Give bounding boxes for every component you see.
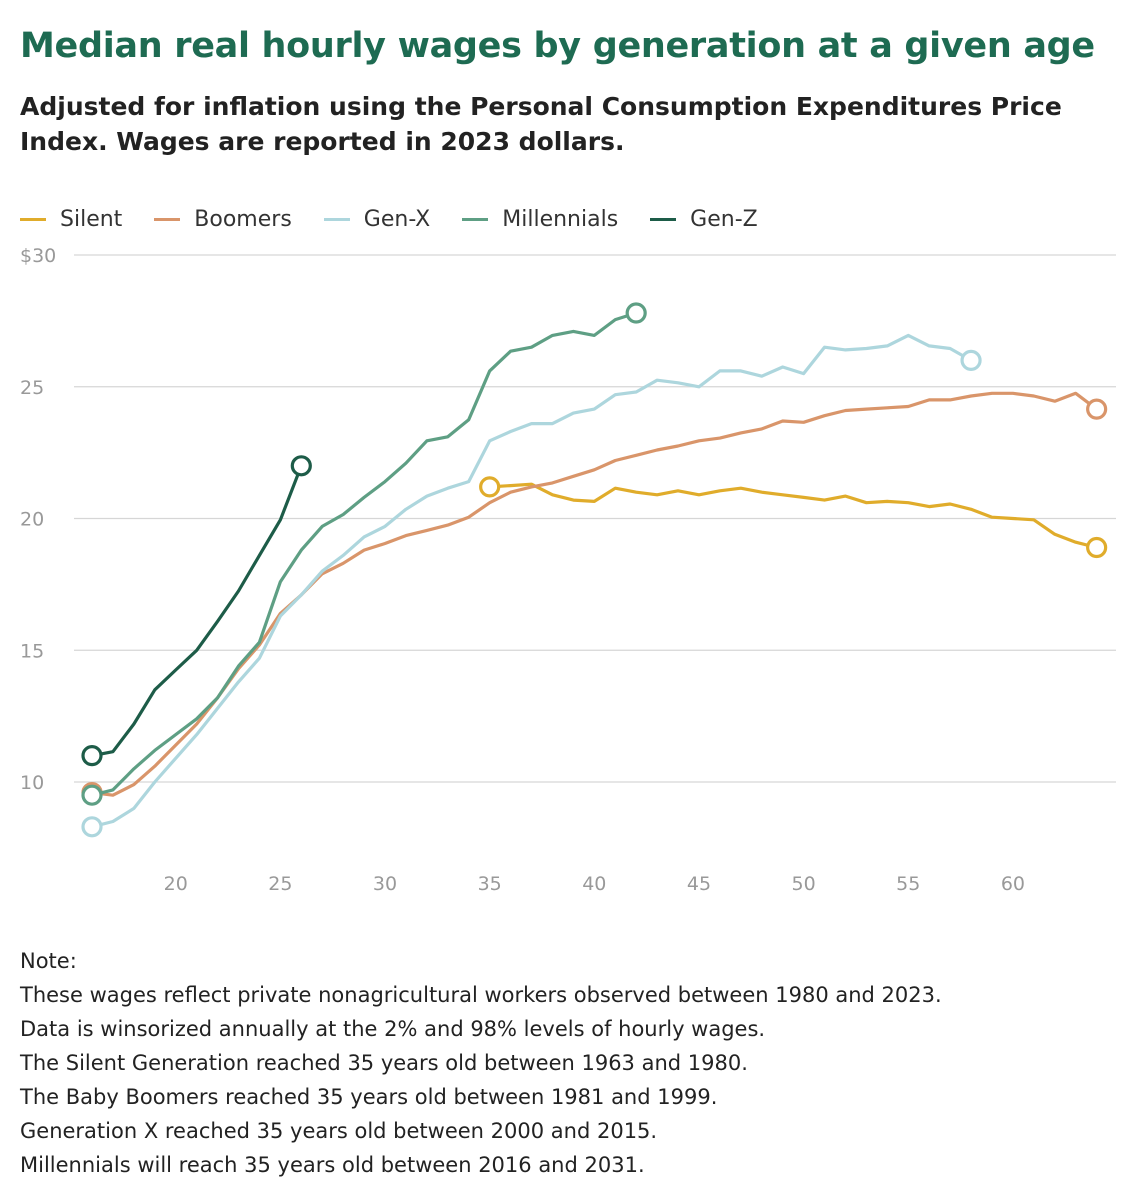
legend-swatch xyxy=(462,217,489,221)
chart-title: Median real hourly wages by generation a… xyxy=(20,26,1095,66)
legend-label: Silent xyxy=(60,206,123,232)
legend-swatch xyxy=(650,217,677,221)
series-line-gen-x xyxy=(90,333,973,829)
x-tick-label: 20 xyxy=(164,873,188,895)
legend-item-gen-z: Gen-Z xyxy=(650,207,758,232)
note-line: Generation X reached 35 years old betwee… xyxy=(20,1119,658,1143)
series-line-gen-z xyxy=(90,464,303,758)
x-tick-label: 35 xyxy=(478,873,502,895)
legend-label: Millennials xyxy=(502,206,619,232)
chart-subtitle: Adjusted for inflation using the Persona… xyxy=(20,92,1062,156)
endpoint-marker-millennials xyxy=(81,784,103,806)
note-line: Millennials will reach 35 years old betw… xyxy=(20,1153,645,1177)
series-line-boomers xyxy=(90,391,1099,797)
legend-swatch xyxy=(323,217,350,221)
endpoint-marker-silent xyxy=(479,476,501,498)
x-tick-label: 45 xyxy=(687,873,711,895)
legend-swatch xyxy=(154,217,181,221)
x-tick-label: 60 xyxy=(1001,873,1025,895)
series-line-silent xyxy=(488,482,1099,550)
endpoint-marker-silent xyxy=(1086,536,1108,559)
x-tick-label: 25 xyxy=(268,873,292,895)
y-tick-label: $30 xyxy=(20,245,56,267)
y-tick-label: 10 xyxy=(20,772,44,794)
note-heading: Note: xyxy=(20,949,77,973)
legend-item-millennials: Millennials xyxy=(462,207,618,232)
x-tick-label: 55 xyxy=(896,873,920,895)
legend-item-silent: Silent xyxy=(20,207,122,232)
y-tick-label: 25 xyxy=(20,377,44,399)
endpoint-marker-gen-z xyxy=(81,745,103,767)
endpoint-marker-gen-x xyxy=(960,349,982,372)
note-line: The Baby Boomers reached 35 years old be… xyxy=(20,1085,718,1109)
line-chart: 10 15 20 25 $30 20 25 30 35 40 45 50 55 60 xyxy=(20,245,1116,895)
legend-label: Gen-X xyxy=(363,206,431,232)
endpoint-marker-gen-x xyxy=(81,816,103,838)
notes: Note: These wages reflect private nonagr… xyxy=(20,944,1130,1182)
series-line-millennials xyxy=(90,311,638,797)
x-tick-label: 50 xyxy=(792,873,816,895)
legend-item-boomers: Boomers xyxy=(154,207,292,232)
y-tick-label: 15 xyxy=(20,640,44,662)
legend-item-gen-x: Gen-X xyxy=(323,206,431,232)
legend-label: Boomers xyxy=(194,206,292,232)
note-line: These wages reflect private nonagricultu… xyxy=(20,983,942,1007)
y-tick-label: 20 xyxy=(20,509,44,531)
endpoint-marker-gen-z xyxy=(290,455,312,477)
endpoint-marker-boomers xyxy=(1086,398,1108,420)
note-line: The Silent Generation reached 35 years o… xyxy=(20,1051,748,1075)
note-line: Data is winsorized annually at the 2% an… xyxy=(20,1017,766,1041)
legend: Silent Boomers Gen-X Millennials Gen-Z xyxy=(20,204,790,234)
x-tick-label: 40 xyxy=(582,873,606,895)
legend-label: Gen-Z xyxy=(690,206,758,232)
x-tick-label: 30 xyxy=(373,873,397,895)
endpoint-marker-millennials xyxy=(625,302,647,324)
legend-swatch xyxy=(20,217,46,221)
